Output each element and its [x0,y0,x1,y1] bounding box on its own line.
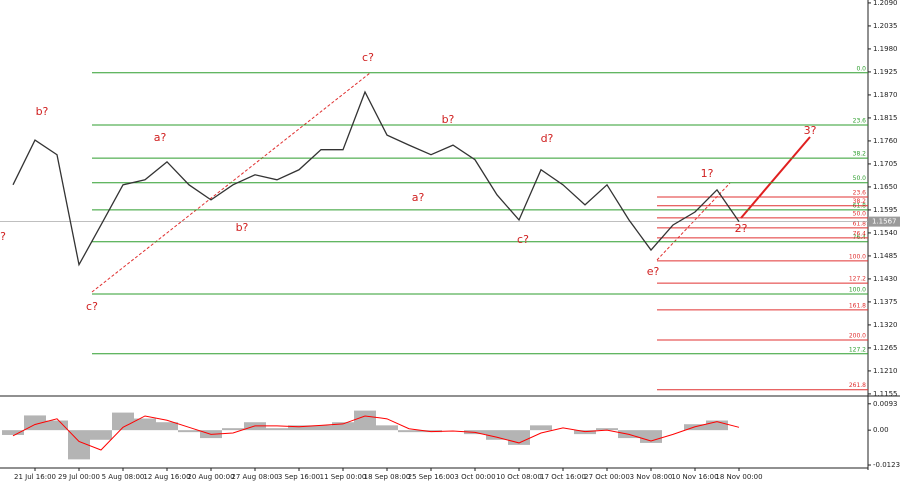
y-tick-label: 1.1650 [873,183,898,191]
x-tick-label: 29 Jul 00:00 [58,473,100,481]
fib-level-label: 38.2 [853,198,867,205]
y-tick-label: 1.1595 [873,206,898,214]
y-tick-label: 1.1815 [873,114,898,122]
y-tick-label: 1.1925 [873,68,898,76]
wave-label: e? [647,265,660,278]
x-tick-label: 5 Aug 08:00 [102,473,145,481]
y-tick-label: 1.2090 [873,0,898,7]
histogram-bar [134,418,156,431]
fib-level-label: 261.8 [849,382,866,389]
x-tick-label: 3 Nov 08:00 [630,473,673,481]
y-tick-label: 1.1375 [873,298,898,306]
histogram-bar [310,425,332,431]
fib-level-label: 100.0 [849,286,866,293]
x-tick-label: 3 Sep 16:00 [278,473,320,481]
wave-label: 3? [804,124,817,137]
fib-level-label: 23.6 [853,189,867,196]
fib-level-label: 50.0 [853,210,867,217]
histogram-bar [354,410,376,431]
wave-label: c? [362,51,374,64]
x-tick-label: 3 Oct 00:00 [454,473,495,481]
fib-level-label: 50.0 [853,175,867,182]
current-price-label: 1.1567 [872,218,897,226]
x-tick-label: 18 Nov 00:00 [715,473,762,481]
x-tick-label: 18 Sep 08:00 [364,473,411,481]
histogram-bar [266,428,288,431]
histogram-bar [46,420,68,431]
fib-level-label: 61.8 [853,220,867,227]
wave-label: a? [154,131,167,144]
fib-level-label: 23.6 [853,118,867,125]
y-tick-label: 1.1485 [873,252,898,260]
wave-label: c? [517,233,529,246]
histogram-bar [90,430,112,440]
fib-level-label: 100.0 [849,253,866,260]
histogram-bar [112,412,134,431]
wave-label: b? [236,221,249,234]
y-tick-label: 1.1265 [873,344,898,352]
histogram-bar [332,422,354,431]
histogram-bar [706,420,728,431]
histogram-bar [24,415,46,431]
x-tick-label: 27 Aug 08:00 [231,473,278,481]
projection-arrow [740,136,811,219]
y-tick-label: 1.2035 [873,22,898,30]
fib-level-label: 200.0 [849,332,866,339]
fib-level-label: 127.2 [849,346,866,353]
fib-level-label: 0.0 [856,65,866,72]
y-tick-label: 0.0093 [873,400,898,408]
histogram-bar [596,428,618,431]
histogram-bar [178,430,200,433]
histogram-bar [222,428,244,431]
histogram-bar [398,430,420,433]
wave-label: d? [541,132,554,145]
y-tick-label: 1.1320 [873,321,898,329]
wave-label: c? [86,300,98,313]
wave-label: b? [442,113,455,126]
histogram-bar [376,425,398,431]
y-tick-label: 1.1980 [873,45,898,53]
y-tick-label: 1.1705 [873,160,898,168]
wave-label: ? [0,230,6,243]
x-tick-label: 10 Nov 16:00 [671,473,718,481]
histogram-bar [288,425,310,431]
y-tick-label: 0.00 [873,426,889,434]
y-tick-label: 1.1430 [873,275,898,283]
histogram-bar [2,430,24,435]
wave-label: 2? [735,222,748,235]
histogram-bar [68,430,90,460]
x-tick-label: 11 Sep 00:00 [320,473,367,481]
fib-level-label: 76.4 [853,230,867,237]
x-tick-label: 21 Jul 16:00 [14,473,56,481]
wave-label: b? [36,105,49,118]
histogram-bar [486,430,508,440]
x-tick-label: 10 Oct 08:00 [496,473,542,481]
fib-level-label: 127.2 [849,276,866,283]
histogram-bar [530,425,552,431]
y-tick-label: -0.0123 [873,461,900,469]
x-tick-label: 20 Aug 00:00 [187,473,234,481]
price-line [12,90,740,267]
current-price-box [869,216,900,227]
x-tick-label: 12 Aug 16:00 [143,473,190,481]
wave-trendline [656,182,731,261]
y-tick-label: 1.1210 [873,367,898,375]
x-tick-label: 17 Oct 16:00 [540,473,586,481]
y-tick-label: 1.1760 [873,137,898,145]
wave-label: 1? [701,167,714,180]
y-tick-label: 1.1155 [873,390,898,398]
histogram-bar [156,422,178,431]
x-tick-label: 27 Oct 00:00 [584,473,630,481]
signal-line [12,415,740,451]
wave-label: a? [412,191,425,204]
y-tick-label: 1.1540 [873,229,898,237]
fib-level-label: 161.8 [849,302,866,309]
fib-level-label: 38.2 [853,151,867,158]
histogram-bar [574,430,596,435]
x-tick-label: 25 Sep 16:00 [408,473,455,481]
y-tick-label: 1.1870 [873,91,898,99]
